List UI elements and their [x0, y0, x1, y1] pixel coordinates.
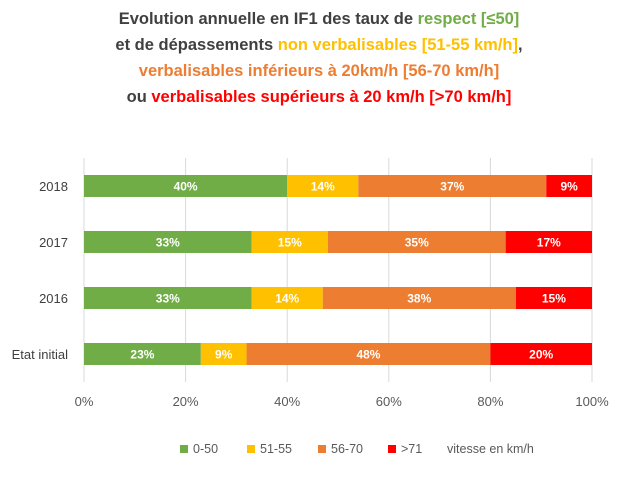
bar-segment — [358, 175, 547, 197]
x-tick-label: 80% — [477, 394, 503, 409]
legend-item-51-55: 51-55 — [247, 442, 292, 456]
bar-data-label: 23% — [130, 348, 154, 362]
legend-item-56-70: 56-70 — [318, 442, 363, 456]
legend-item-71: >71 — [388, 442, 422, 456]
legend-swatch-green — [180, 445, 188, 453]
bar-data-label: 9% — [560, 180, 578, 194]
bar-segment — [546, 175, 592, 197]
title-line-2: et de dépassements non verbalisables [51… — [0, 32, 638, 58]
legend: 0-50 51-55 56-70 >71 vitesse en km/h — [0, 442, 638, 460]
x-tick-label: 100% — [575, 394, 609, 409]
x-tick-label: 40% — [274, 394, 300, 409]
bar-data-label: 15% — [278, 236, 302, 250]
legend-swatch-red — [388, 445, 396, 453]
category-label: 2017 — [39, 235, 68, 250]
bar-segment — [84, 343, 201, 365]
title-run: et de dépassements — [115, 36, 278, 54]
title-run: ou — [126, 88, 152, 106]
title-line-3: verbalisables inférieurs à 20km/h [56-70… — [0, 58, 638, 84]
bar-segment — [251, 287, 323, 309]
bar-data-label: 48% — [356, 348, 380, 362]
legend-label-71: >71 — [401, 442, 423, 456]
bar-segment — [287, 175, 359, 197]
bar-data-label: 9% — [215, 348, 233, 362]
chart-title: Evolution annuelle en IF1 des taux de re… — [0, 6, 638, 110]
bar-segment — [246, 343, 491, 365]
bar-segment — [84, 287, 252, 309]
title-line-1: Evolution annuelle en IF1 des taux de re… — [0, 6, 638, 32]
bar-segment — [251, 231, 328, 253]
x-tick-label: 0% — [75, 394, 94, 409]
bar-segment — [200, 343, 247, 365]
category-label: 2016 — [39, 291, 68, 306]
title-run: verbalisables inférieurs à 20km/h [56-70… — [138, 62, 500, 80]
legend-label-56-70: 56-70 — [331, 442, 363, 456]
title-run: respect [≤50] — [417, 10, 520, 28]
bar-data-label: 20% — [529, 348, 553, 362]
bar-segment — [515, 287, 592, 309]
title-line-4: ou verbalisables supérieurs à 20 km/h [>… — [0, 84, 638, 110]
title-run: verbalisables supérieurs à 20 km/h [>70 … — [151, 88, 512, 106]
title-run: non verbalisables [51-55 km/h] — [277, 36, 518, 54]
legend-swatch-yellow — [247, 445, 255, 453]
bar-data-label: 40% — [174, 180, 198, 194]
bar-segment — [505, 231, 592, 253]
bar-data-label: 38% — [407, 292, 431, 306]
legend-label-51-55: 51-55 — [260, 442, 292, 456]
bar-data-label: 15% — [542, 292, 566, 306]
x-tick-label: 60% — [376, 394, 402, 409]
bar-data-label: 33% — [156, 236, 180, 250]
category-label: 2018 — [39, 179, 68, 194]
bar-data-label: 33% — [156, 292, 180, 306]
bar-data-label: 35% — [405, 236, 429, 250]
bar-data-label: 37% — [440, 180, 464, 194]
legend-swatch-orange — [318, 445, 326, 453]
x-tick-label: 20% — [173, 394, 199, 409]
bar-segment — [84, 175, 288, 197]
bar-data-label: 14% — [311, 180, 335, 194]
bar-segment — [322, 287, 516, 309]
bar-segment — [84, 231, 252, 253]
bar-data-label: 14% — [275, 292, 299, 306]
title-run: , — [518, 36, 523, 54]
bar-segment — [327, 231, 506, 253]
legend-note: vitesse en km/h — [447, 442, 534, 456]
title-run: Evolution annuelle en IF1 des taux de — [118, 10, 418, 28]
bar-data-label: 17% — [537, 236, 561, 250]
category-label: Etat initial — [12, 347, 68, 362]
legend-label-0-50: 0-50 — [193, 442, 219, 456]
bar-segment — [490, 343, 592, 365]
legend-item-0-50: 0-50 — [180, 442, 218, 456]
